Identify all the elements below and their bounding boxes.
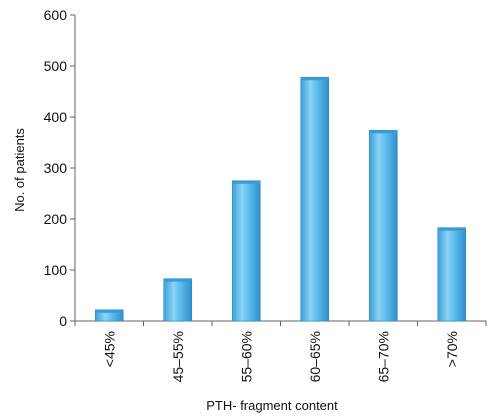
bars <box>94 76 467 322</box>
bar-cap <box>232 180 261 184</box>
x-tick-label: >70% <box>444 331 460 367</box>
bar-cap <box>437 227 466 231</box>
bar-cap <box>163 278 192 282</box>
x-tick-label: <45% <box>101 331 117 367</box>
x-axis: <45% 45–55% 55–60% 60–65% 65–70% >70% <box>74 320 487 382</box>
x-tick-label: 60–65% <box>307 331 323 382</box>
y-tick-label: 600 <box>44 7 68 23</box>
x-axis-title: PTH- fragment content <box>206 398 338 413</box>
y-tick-label: 100 <box>44 262 68 278</box>
y-tick-label: 200 <box>44 211 68 227</box>
y-axis: 0 100 200 300 400 500 600 <box>44 7 76 329</box>
bar-2 <box>231 180 261 322</box>
bar-cap <box>300 77 329 81</box>
y-tick-label: 400 <box>44 109 68 125</box>
y-tick-label: 0 <box>59 313 67 329</box>
x-tick-label: 65–70% <box>375 331 391 382</box>
bar-3 <box>300 76 330 322</box>
y-tick-label: 500 <box>44 58 68 74</box>
bar-cap <box>369 130 398 134</box>
y-axis-title: No. of patients <box>12 128 27 212</box>
x-tick-label: 45–55% <box>170 331 186 382</box>
x-tick-label: 55–60% <box>238 331 254 382</box>
bar-1 <box>163 278 193 322</box>
y-tick-label: 300 <box>44 160 68 176</box>
bar-4 <box>368 129 398 322</box>
bar-5 <box>437 227 467 322</box>
bar-cap <box>95 309 124 313</box>
